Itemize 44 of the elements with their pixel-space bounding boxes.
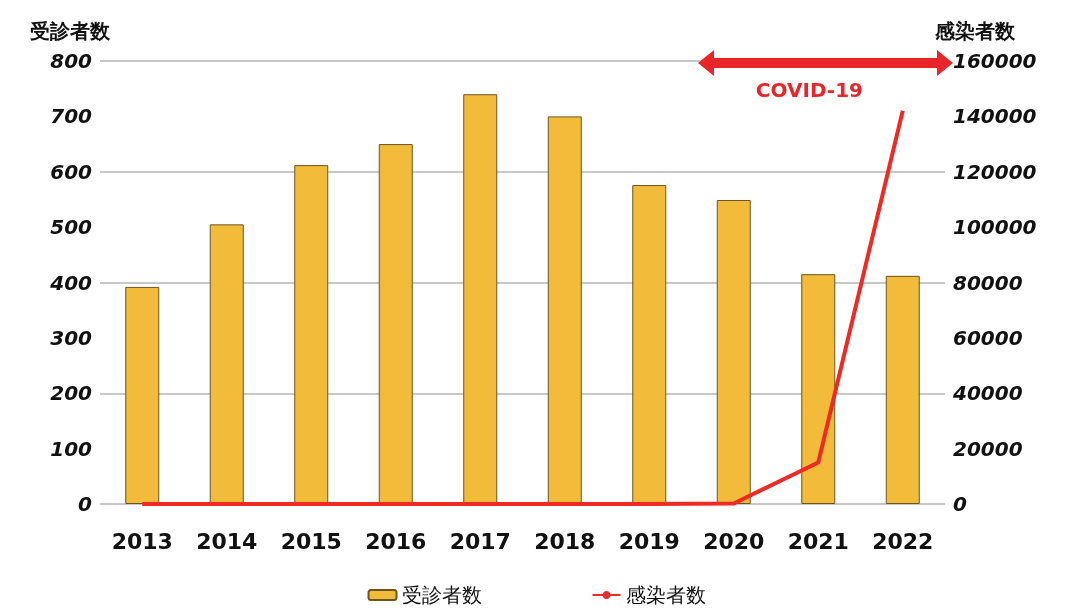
bar <box>716 199 751 504</box>
x-tick-label: 2016 <box>365 528 427 554</box>
y2-tick-label: 20000 <box>953 436 1023 461</box>
y-tick-label: 800 <box>50 49 93 73</box>
y-tick-label: 400 <box>49 270 93 295</box>
bar <box>294 165 329 504</box>
y2-tick-label: 60000 <box>953 325 1023 350</box>
legend-label: 感染者数 <box>625 583 706 607</box>
x-tick-label: 2014 <box>196 528 258 554</box>
y2-tick-label: 140000 <box>953 104 1037 129</box>
legend-label: 受診者数 <box>401 583 482 607</box>
y2-axis-title: 感染者数 <box>934 19 1016 43</box>
line-series <box>140 108 905 506</box>
x-tick-label: 2013 <box>111 528 173 554</box>
x-tick-label: 2017 <box>449 528 511 554</box>
bar <box>632 185 667 504</box>
bar <box>885 275 920 504</box>
y-tick-label: 0 <box>78 492 93 516</box>
bar <box>547 116 582 504</box>
x-tick-label: 2020 <box>703 528 765 554</box>
y-tick-label: 700 <box>50 104 93 129</box>
bar <box>378 144 413 504</box>
y-tick-label: 500 <box>50 215 93 240</box>
y2-tick-label: 120000 <box>953 159 1037 184</box>
x-tick-label: 2021 <box>787 528 849 554</box>
annotation: COVID-19 <box>755 78 863 102</box>
y-tick-label: 600 <box>50 159 93 184</box>
y2-tick-label: 80000 <box>953 270 1023 295</box>
bar <box>801 274 836 504</box>
y2-tick-label: 40000 <box>952 381 1023 406</box>
bar <box>209 224 244 504</box>
y2-tick-label: 0 <box>953 492 967 516</box>
y2-tick-label: 160000 <box>953 49 1037 73</box>
x-tick-label: 2015 <box>280 528 342 554</box>
y-axis-title: 受診者数 <box>30 19 111 43</box>
y-tick-label: 200 <box>50 381 93 406</box>
bar <box>463 94 498 504</box>
y2-tick-label: 100000 <box>953 215 1037 240</box>
x-tick-label: 2022 <box>872 528 934 554</box>
x-tick-label: 2019 <box>618 528 680 554</box>
y-tick-label: 100 <box>50 436 93 461</box>
x-tick-label: 2018 <box>534 528 596 554</box>
y-tick-label: 300 <box>50 325 93 350</box>
bar <box>125 286 160 504</box>
